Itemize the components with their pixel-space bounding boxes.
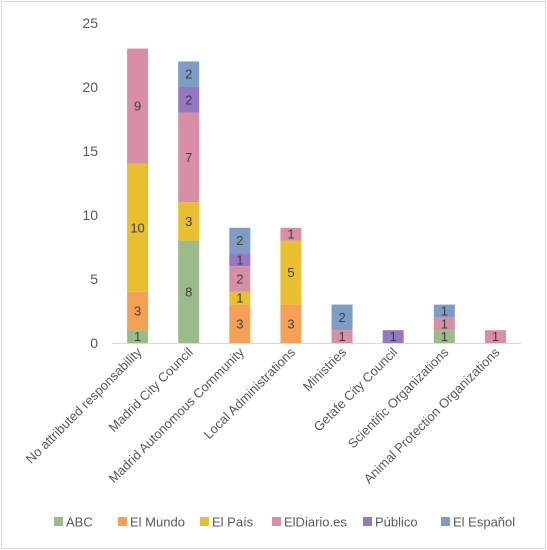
bar-segment-el-espa-ol — [229, 227, 251, 254]
legend-swatch — [200, 517, 209, 526]
data-label: 1 — [441, 316, 448, 331]
category-label: Scientific Organizations — [345, 344, 452, 451]
legend-swatch — [118, 517, 127, 526]
bar-segment-el-pa-s — [127, 163, 149, 292]
bar-segment-el-pa-s — [229, 291, 251, 305]
y-tick-label: 5 — [90, 271, 98, 287]
data-label: 3 — [134, 304, 141, 319]
legend-swatch — [272, 517, 281, 526]
category-label: Ministries — [300, 344, 350, 394]
data-label: 1 — [236, 291, 243, 306]
bar-segment-eldiario-es — [433, 317, 455, 331]
data-label: 2 — [185, 67, 192, 82]
category-label: Local Administrations — [201, 344, 299, 442]
data-label: 10 — [130, 220, 144, 235]
bar-segment-eldiario-es — [229, 266, 251, 292]
legend-label: ABC — [66, 515, 93, 530]
bar-segment-el-espa-ol — [178, 61, 200, 87]
y-tick-label: 25 — [82, 15, 98, 31]
legend-swatch — [54, 517, 63, 526]
y-tick-label: 0 — [90, 335, 98, 351]
data-label: 2 — [338, 310, 345, 325]
data-label: 1 — [390, 329, 397, 344]
bar-segment-el-pa-s — [178, 202, 200, 241]
data-label: 3 — [287, 316, 294, 331]
bar-segment-el-pa-s — [280, 240, 302, 305]
bar-segment-el-espa-ol — [433, 304, 455, 318]
legend-label: ElDiario.es — [284, 515, 347, 530]
bar-segment-abc — [127, 330, 149, 343]
data-label: 2 — [236, 233, 243, 248]
bar-segment-el-mundo — [229, 304, 251, 343]
legend-swatch — [441, 517, 450, 526]
data-label: 5 — [287, 265, 294, 280]
data-label: 1 — [134, 329, 141, 344]
data-label: 9 — [134, 99, 141, 114]
bar-segment-eldiario-es — [280, 227, 302, 241]
bar-segment-abc — [433, 330, 455, 343]
bar-segment-el-mundo — [280, 304, 302, 343]
y-tick-label: 20 — [82, 79, 98, 95]
bar-segment-el-espa-ol — [331, 304, 353, 331]
data-label: 1 — [287, 227, 294, 242]
bar-segment-eldiario-es — [178, 112, 200, 203]
data-label: 2 — [236, 272, 243, 287]
data-label: 1 — [441, 304, 448, 319]
y-tick-label: 10 — [82, 207, 98, 223]
bar-segment-p-blico — [178, 87, 200, 113]
bar-segment-abc — [178, 240, 200, 343]
data-label: 1 — [338, 329, 345, 344]
bar-segment-p-blico — [382, 330, 404, 343]
bar-segment-p-blico — [229, 253, 251, 267]
data-label: 8 — [185, 284, 192, 299]
bar-segment-eldiario-es — [331, 330, 353, 343]
data-label: 2 — [185, 92, 192, 107]
bar-segment-eldiario-es — [127, 48, 149, 164]
y-tick-label: 15 — [82, 143, 98, 159]
legend-label: El Español — [453, 515, 515, 530]
bar-segment-el-mundo — [127, 291, 149, 331]
data-label: 1 — [441, 329, 448, 344]
legend-label: El Mundo — [130, 515, 185, 530]
legend-swatch — [363, 517, 372, 526]
category-label: Madrid City Council — [106, 344, 196, 434]
data-label: 3 — [236, 316, 243, 331]
data-label: 1 — [236, 252, 243, 267]
data-label: 1 — [492, 329, 499, 344]
legend-label: El País — [212, 515, 254, 530]
data-label: 7 — [185, 150, 192, 165]
legend-label: Público — [375, 515, 418, 530]
bar-segment-eldiario-es — [484, 330, 506, 343]
data-label: 3 — [185, 214, 192, 229]
